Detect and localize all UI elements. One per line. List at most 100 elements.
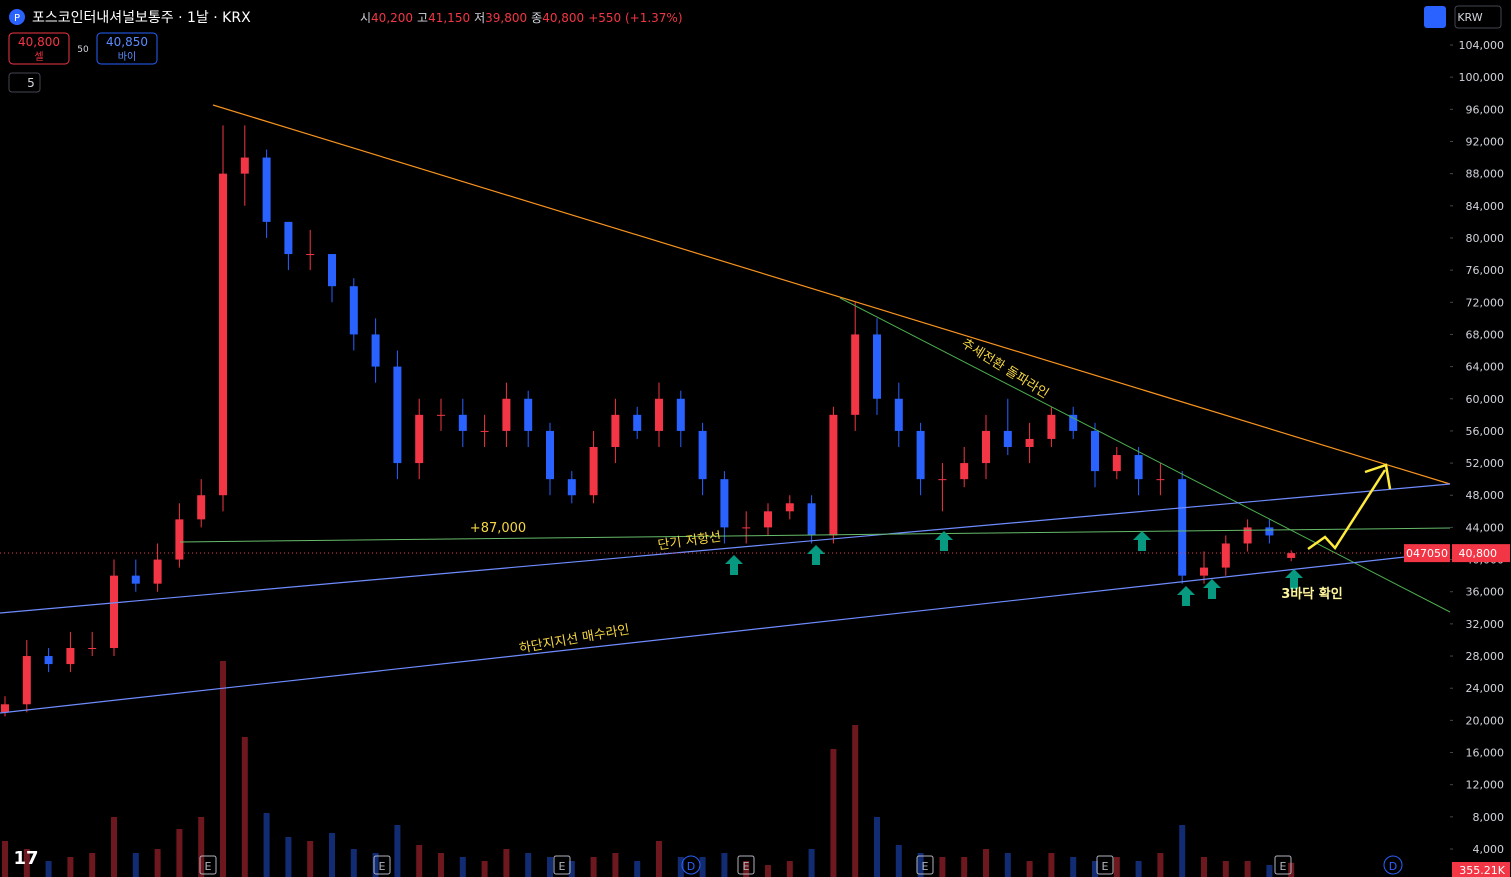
event-badge[interactable]: [1096, 855, 1114, 875]
volume-value: 355.21K: [1459, 864, 1505, 877]
y-tick-label: 24,000: [1466, 682, 1505, 695]
candle-body: [851, 334, 860, 415]
c-label: 종: [531, 11, 542, 25]
buy-button[interactable]: [96, 32, 158, 65]
sell-button[interactable]: [8, 32, 70, 65]
event-badge[interactable]: [1383, 855, 1403, 875]
volume-bar: [503, 849, 510, 877]
candle-body: [1134, 455, 1143, 480]
candle-body: [1221, 543, 1230, 568]
indicator-toggle[interactable]: [8, 72, 41, 93]
volume-bar: [874, 817, 880, 877]
y-tick-label: 48,000: [1466, 489, 1505, 502]
volume-bar: [765, 865, 771, 877]
ohlc: 시40,200 고41,150 저39,800 종40,800 +550 (+1.37%…: [360, 11, 683, 25]
candle-body: [328, 254, 336, 287]
event-label: E: [559, 860, 566, 873]
volume-bar: [372, 853, 379, 877]
event-badge[interactable]: [1274, 855, 1292, 875]
candle-body: [960, 463, 969, 480]
volume-bar: [721, 853, 728, 877]
logo: [9, 9, 25, 25]
event-label: E: [205, 860, 212, 873]
event-badge[interactable]: [737, 855, 755, 875]
annotation: +87,000: [470, 521, 526, 536]
y-tick-label: 64,000: [1466, 361, 1505, 374]
candle-body: [829, 414, 838, 536]
candle-body: [44, 656, 53, 665]
candle-body: [1200, 567, 1208, 576]
event-label: E: [379, 860, 386, 873]
trendline: [0, 483, 1451, 614]
event-badge[interactable]: [373, 855, 391, 875]
candle-body: [720, 479, 729, 528]
sell-label: 셀: [34, 51, 43, 63]
change: +550 (+1.37%): [588, 11, 682, 25]
sync-button[interactable]: [1424, 6, 1446, 28]
y-tick-label: 80,000: [1466, 232, 1505, 245]
candle-body: [393, 366, 402, 464]
event-badge[interactable]: [681, 855, 701, 875]
candle-body: [764, 511, 772, 528]
candle-body: [175, 519, 184, 560]
volume-bar: [23, 849, 30, 877]
sell-price: 40,800: [18, 35, 60, 49]
volume-bar: [67, 857, 74, 877]
last-price: 40,800: [1459, 547, 1498, 560]
candle-body: [349, 286, 358, 335]
arrow-up: [935, 531, 953, 551]
price-tag: [1452, 544, 1510, 563]
candle-body: [611, 414, 620, 447]
currency-button[interactable]: [1454, 5, 1502, 29]
symbol-tag: [1404, 544, 1450, 563]
candle-body: [916, 430, 925, 480]
volume-bar: [438, 853, 444, 877]
candle-body: [480, 430, 489, 432]
volume-bar: [1135, 861, 1142, 877]
volume-bar: [111, 817, 117, 877]
volume-bar: [220, 661, 226, 877]
currency: KRW: [1457, 11, 1482, 24]
candle-body: [807, 503, 816, 536]
y-tick-label: 88,000: [1466, 168, 1505, 181]
event-label: E: [1102, 860, 1109, 873]
buy-label: 바이: [118, 51, 136, 63]
y-tick-label: 36,000: [1466, 586, 1505, 599]
symbol-title[interactable]: 포스코인터내셔널보통주 · 1날 · KRX: [32, 10, 251, 26]
candle-body: [785, 503, 794, 512]
trendline: [179, 527, 1451, 543]
volume-bar: [852, 725, 859, 877]
spread: 50: [77, 45, 89, 55]
candle-body: [437, 414, 445, 416]
event-badge[interactable]: [553, 855, 571, 875]
candle-body: [938, 479, 947, 481]
candle-body: [1156, 479, 1165, 481]
candle-body: [131, 575, 140, 584]
volume-bar: [307, 841, 314, 877]
candle-body: [1047, 414, 1056, 439]
candle-body: [153, 559, 162, 584]
event-badge[interactable]: [916, 855, 934, 875]
volume-bar: [917, 853, 924, 877]
annotation: 추세전환 돌파라인: [959, 336, 1052, 402]
candle-body: [1025, 438, 1034, 447]
y-tick-label: 68,000: [1466, 328, 1505, 341]
y-tick-label: 12,000: [1466, 779, 1505, 792]
volume-bar: [89, 853, 96, 877]
candle-body: [197, 495, 206, 520]
y-tick-label: 28,000: [1466, 650, 1505, 663]
candle-body: [567, 479, 576, 496]
volume-bar: [525, 853, 532, 877]
o-label: 시: [360, 11, 371, 25]
volume-bar: [808, 849, 815, 877]
o-val: 40,200: [371, 11, 413, 25]
volume-bar: [176, 829, 183, 877]
candles-layer: [1, 125, 1296, 717]
volume-bar: [895, 845, 902, 877]
c-val: 40,800: [542, 11, 584, 25]
candle-body: [1243, 527, 1252, 544]
volume-bar: [634, 861, 641, 877]
event-badge[interactable]: [199, 855, 217, 875]
price-axis: 4,000 8,000 12,000 16,000 20,000 24,000 28,000…: [1404, 39, 1510, 877]
